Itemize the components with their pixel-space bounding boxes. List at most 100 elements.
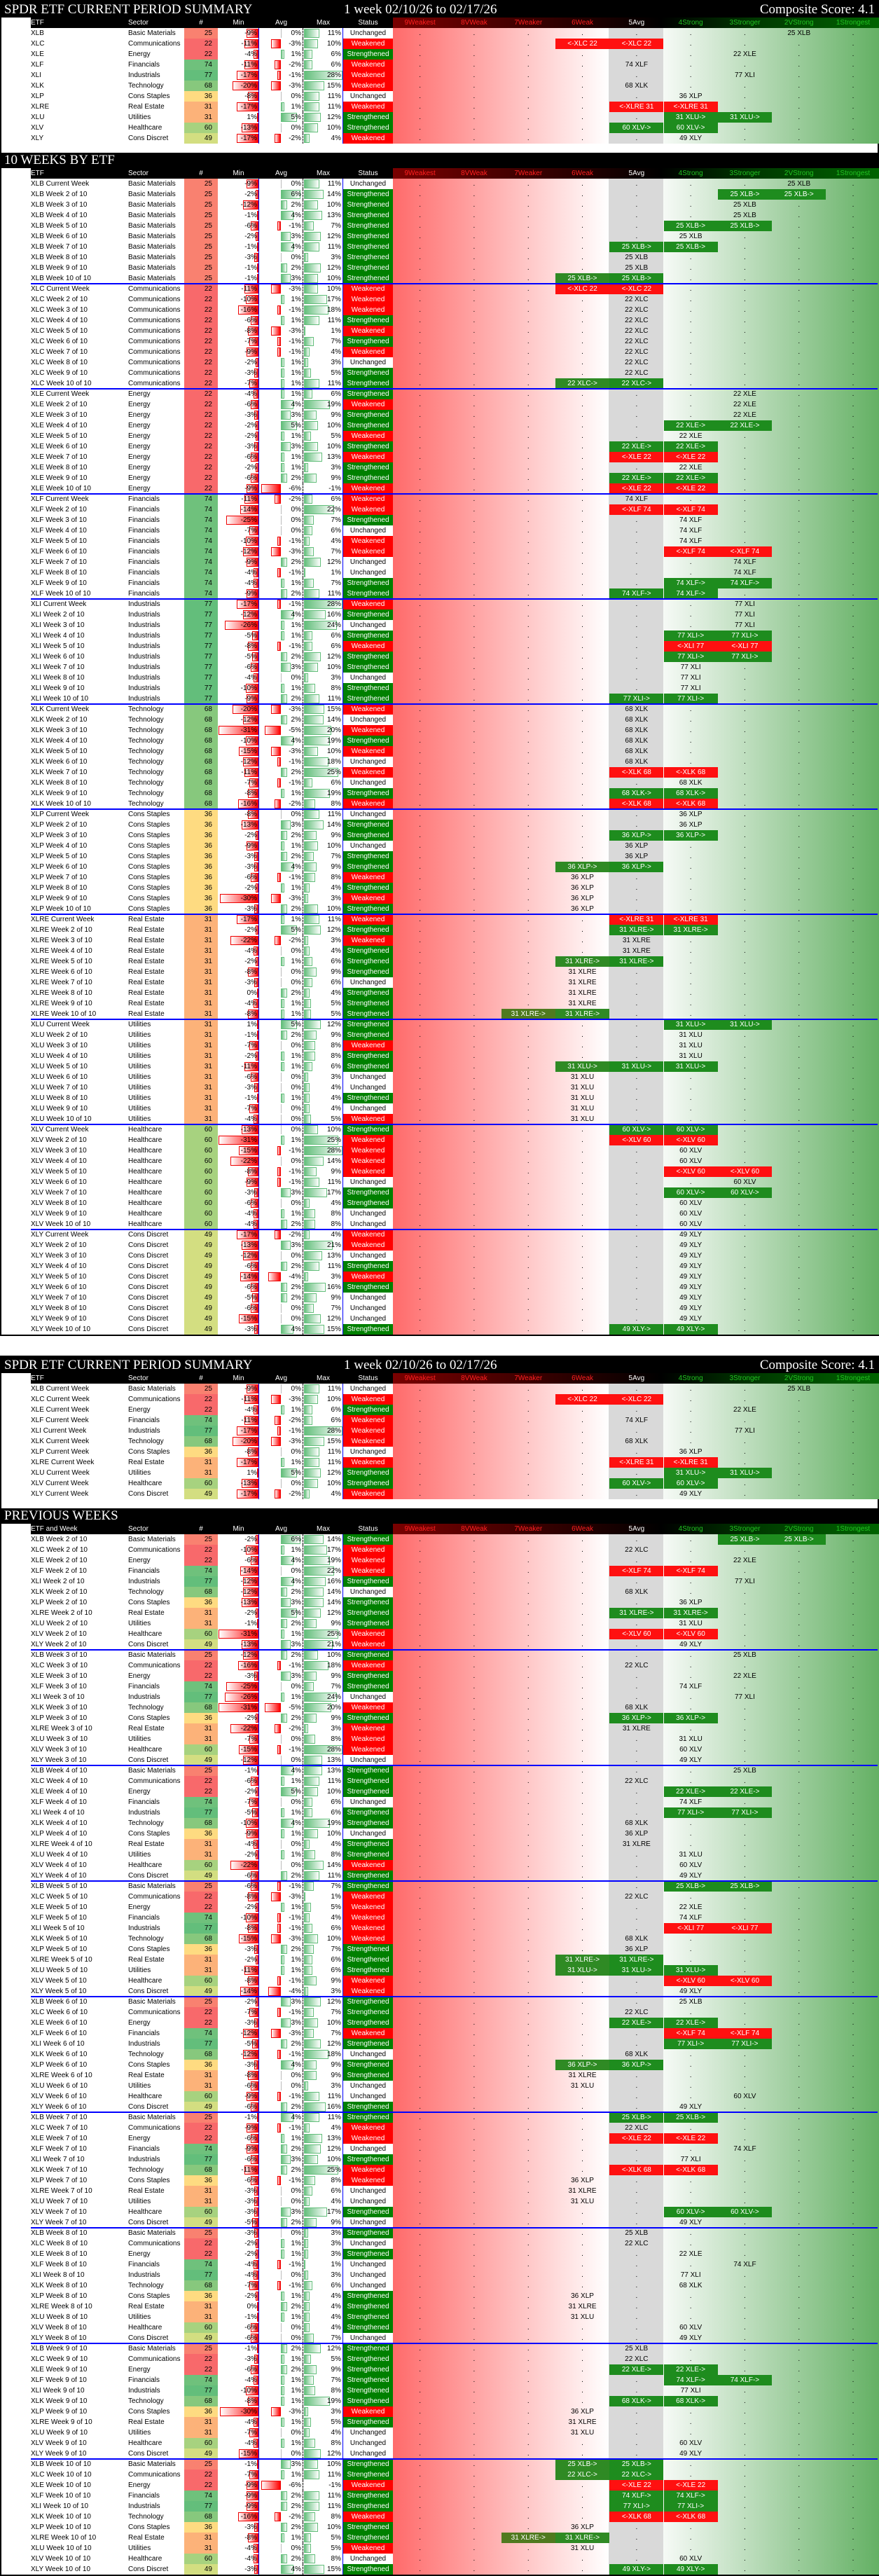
max-value: 3% [331,2081,341,2091]
min-value: -15% [241,1314,257,1324]
table-row: XLK Week 4 of 10 Technology 68 -10% 4% 19% Str… [1,1818,879,1828]
rating-cell-empty: . [555,294,609,305]
avg-value: 0% [291,1082,301,1093]
avg-header: Avg [259,18,303,28]
avg-value: 1% [291,1457,301,1468]
avg-value: 1% [291,2249,301,2259]
rating-cell-empty: . [393,2018,447,2028]
status-badge: Weakened [343,2133,393,2144]
rating-cell-empty: . [826,39,879,49]
max-cell: 4% [303,1489,343,1499]
max-bar [304,978,312,987]
min-cell: -12% [218,1576,259,1587]
rating-cell-empty: . [664,357,718,368]
avg-bar [281,1262,288,1271]
max-bar [304,71,342,80]
max-cell: 6% [303,1797,343,1807]
status-badge: Unchanged [343,1208,393,1219]
min-value: -22% [241,935,257,946]
min-value: -3% [244,2186,257,2196]
max-cell: 6% [303,641,343,652]
rating-cells: ... 31 XLRE..... [393,967,879,977]
sector-label: Basic Materials [128,1881,184,1892]
rating-cells: ..... 49 XLY... [393,133,879,144]
min-bar [254,369,258,378]
avg-value: 1% [291,462,301,473]
rating-cell-empty: . [393,2217,447,2228]
rating-cell-empty: . [393,1765,447,1776]
max-bar [304,1882,314,1891]
min-value: -7% [244,378,257,389]
avg-bar [277,873,281,882]
max-bar [304,242,319,252]
table-row: XLB Week 3 of 10 Basic Materials 25 -12% 2% 1… [1,1649,879,1660]
etf-label: XLU Current Week [31,1019,128,1030]
etf-label: XLF Week 4 of 10 [31,1797,128,1807]
rating-cell-empty: . [501,1384,555,1394]
avg-bar [281,2018,291,2027]
summary-and-10-weeks-sheet: SPDR ETF CURRENT PERIOD SUMMARY 1 week 0… [0,0,879,1336]
rating-cell-empty: . [826,1997,879,2007]
rating-cell-empty: . [555,200,609,210]
sector-label: Real Estate [128,1955,184,1965]
sector-label: Cons Discret [128,1230,184,1240]
count-cell: 77 [184,1923,218,1934]
rating-cell-empty: . [393,1478,447,1489]
max-cell: 14% [303,1156,343,1166]
avg-value: -1% [289,1923,301,1934]
rating-cell-empty: . [826,28,879,39]
rating-marker: 74 XLF [609,60,663,70]
rating-cell-empty: . [826,1776,879,1786]
rating-cell-empty: . [501,326,555,336]
rating-cell-empty: . [501,378,555,389]
rating-cells: ..... 25 XLB-> 25 XLB->.. [393,221,879,231]
rating-cell-empty: . [718,967,772,977]
rating-cell-empty: . [826,578,879,588]
sector-label: Communications [128,347,184,357]
count-cell: 68 [184,1587,218,1597]
min-cell: -6% [218,2154,259,2165]
rating-cell-empty: . [772,893,826,904]
table-row: XLB Week 7 of 10 Basic Materials 25 -1% 4% 11… [1,242,879,252]
rating-marker: 22 XLE-> [609,2018,664,2028]
rating-cell-empty: . [501,2049,555,2060]
rating-cell-empty: . [609,1251,663,1261]
rating-cell-empty: . [826,1797,879,1807]
etf-label: XLP Week 4 of 10 [31,1828,128,1839]
rating-cell-empty: . [609,1755,663,1765]
rating-cells: .... 22 XLC.... [393,315,879,326]
min-cell: -1% [218,1093,259,1103]
min-bar [248,789,258,798]
avg-bar [268,1987,281,1996]
rating-cell-empty: . [718,1272,772,1282]
rating-cells: .... 31 XLRE.... [393,946,879,956]
table-row: XLE Week 10 of 10 Energy 22 -9% -6% -1% Weaken… [1,483,879,494]
rating-column-header: 2VStrong [772,18,826,28]
avg-value: 1% [291,315,301,326]
avg-header: Avg [259,1373,303,1384]
avg-bar [268,1272,281,1281]
count-cell: 36 [184,2175,218,2186]
rating-cell-empty: . [501,588,555,599]
rating-marker: <-XLK 68 [663,2165,718,2175]
status-badge: Unchanged [343,2144,393,2154]
rating-marker: 68 XLK-> [609,788,664,799]
rating-cell-empty: . [772,1447,826,1457]
etf-label: XLI Week 3 of 10 [31,1692,128,1702]
rating-cell-empty: . [826,133,879,144]
rating-cell-empty: . [664,389,718,399]
count-cell: 25 [184,189,218,200]
sector-label: Basic Materials [128,1997,184,2007]
max-value: 9% [331,967,341,977]
rating-cell-empty: . [609,1293,663,1303]
rating-marker: <-XLC 22 [555,39,610,49]
rating-cell-empty: . [501,1124,555,1135]
status-badge: Weakened [343,305,393,315]
count-cell: 25 [184,231,218,242]
rating-cell-empty: . [501,578,555,588]
min-value: -12% [241,1755,257,1765]
rating-cell-empty: . [501,2196,555,2207]
max-cell: 6% [303,49,343,60]
min-value: -8% [244,1447,257,1457]
etf-label: XLC Week 6 of 10 [31,336,128,347]
